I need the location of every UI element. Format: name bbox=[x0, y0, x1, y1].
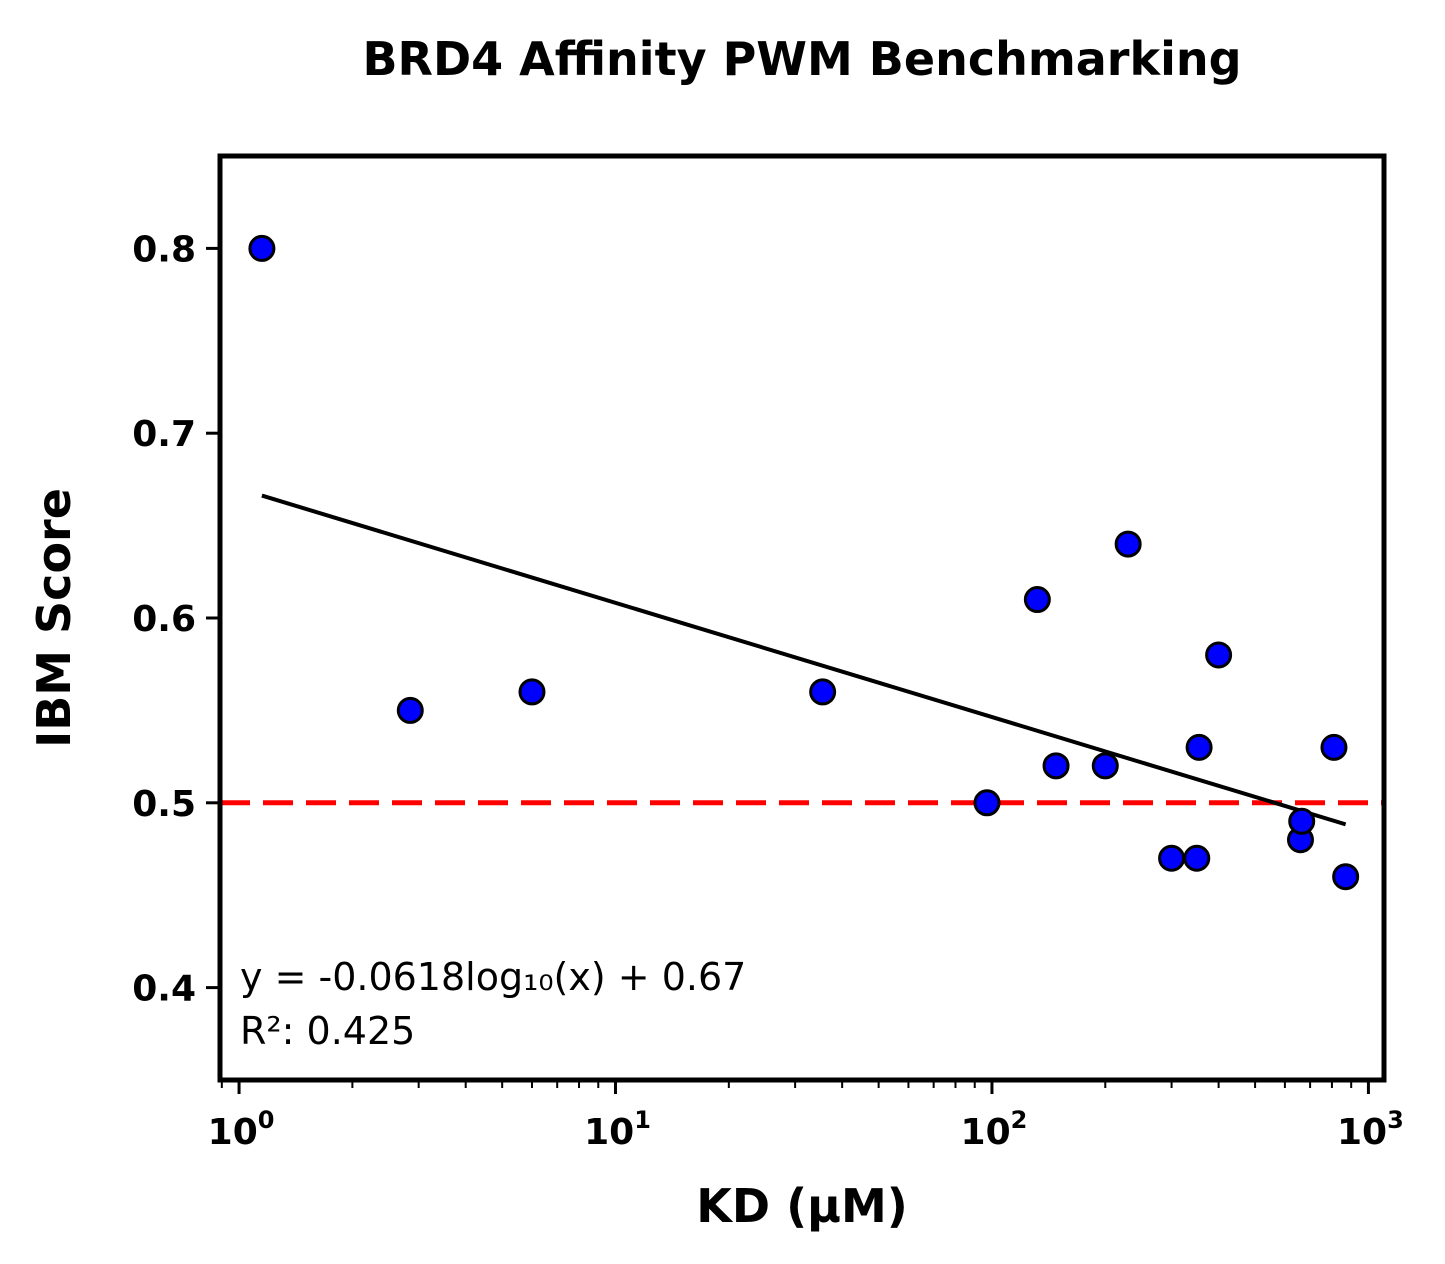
chart-title: BRD4 Affinity PWM Benchmarking bbox=[362, 32, 1241, 86]
data-point bbox=[1114, 530, 1142, 558]
data-point bbox=[518, 678, 546, 706]
data-point bbox=[1158, 844, 1186, 872]
x-axis-label: KD (μM) bbox=[696, 1179, 908, 1233]
data-point bbox=[1288, 807, 1316, 835]
data-point bbox=[248, 234, 276, 262]
data-point bbox=[1023, 586, 1051, 614]
axes: 0.4 0.5 0.6 0.7 0.8 100 101 102 103 bbox=[132, 229, 1404, 1153]
data-point bbox=[809, 678, 837, 706]
x-tick-label: 102 bbox=[961, 1106, 1028, 1153]
plot-area bbox=[220, 234, 1384, 891]
fit-equation-annotation: y = -0.0618log₁₀(x) + 0.67 bbox=[240, 955, 746, 999]
data-point bbox=[1332, 863, 1360, 891]
y-tick-label: 0.5 bbox=[132, 784, 196, 825]
r-squared-annotation: R²: 0.425 bbox=[240, 1009, 415, 1053]
y-tick-label: 0.7 bbox=[132, 414, 196, 455]
data-point bbox=[1205, 641, 1233, 669]
y-tick-label: 0.4 bbox=[132, 969, 196, 1010]
data-point bbox=[396, 696, 424, 724]
y-tick-label: 0.6 bbox=[132, 599, 196, 640]
x-tick-label: 101 bbox=[584, 1106, 651, 1153]
y-tick-label: 0.8 bbox=[132, 229, 196, 270]
x-tick-label: 103 bbox=[1337, 1106, 1404, 1153]
data-point bbox=[1091, 752, 1119, 780]
data-point bbox=[1320, 733, 1348, 761]
data-point bbox=[973, 789, 1001, 817]
plot-frame bbox=[217, 153, 1387, 1083]
data-point bbox=[1185, 733, 1213, 761]
data-point bbox=[1183, 844, 1211, 872]
fit-line bbox=[261, 493, 1347, 827]
y-axis-label: IBM Score bbox=[27, 488, 81, 748]
x-tick-label: 100 bbox=[208, 1106, 275, 1153]
data-point bbox=[1042, 752, 1070, 780]
